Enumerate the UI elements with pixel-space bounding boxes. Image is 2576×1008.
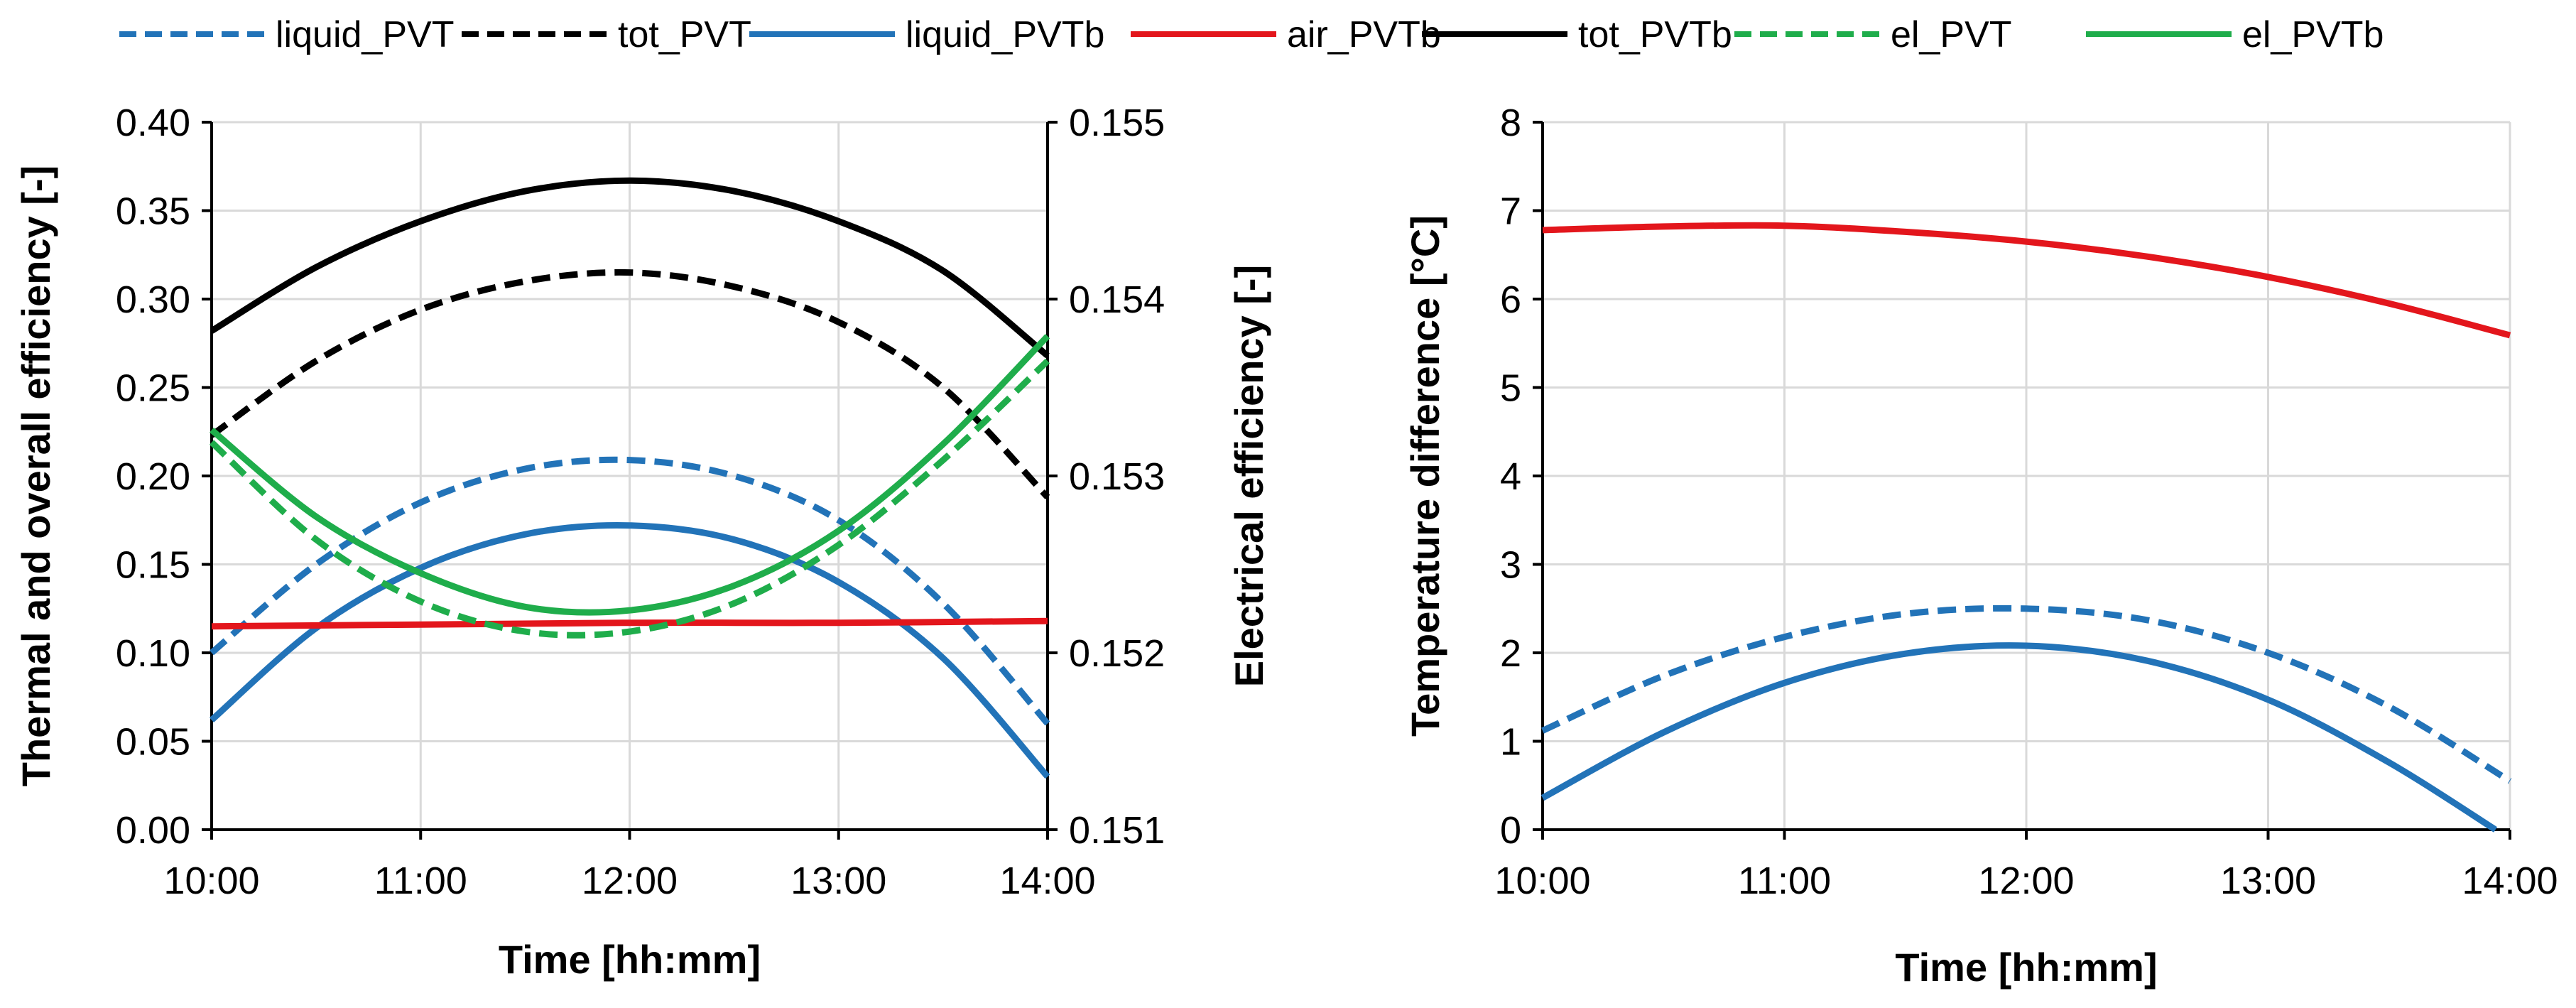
- x-tick-label: 10:00: [163, 860, 259, 902]
- y-tick-label: 4: [1500, 455, 1521, 498]
- x-axis-title: Time [hh:mm]: [499, 937, 761, 982]
- y-axis-title-right: Electrical efficiency [-]: [1227, 265, 1271, 687]
- legend: liquid_PVT tot_PVT liquid_PVTb air_PVTb tot_…: [119, 14, 2384, 55]
- legend-label-el-pvtb: el_PVTb: [2242, 14, 2384, 55]
- x-tick-label: 13:00: [790, 860, 886, 902]
- x-tick-label: 13:00: [2220, 860, 2316, 902]
- y-tick-label: 8: [1500, 102, 1521, 144]
- legend-label-el-pvt: el_PVT: [1891, 14, 2012, 55]
- series-line-tot-pvtb: [210, 177, 1050, 359]
- y-tick-label: 0.00: [116, 809, 190, 852]
- y-tick-label-right: 0.155: [1069, 102, 1165, 144]
- series-line-el-pvt: [209, 358, 1050, 639]
- series-line-liquid-pvtb: [210, 521, 1050, 779]
- y-tick-label: 3: [1500, 544, 1521, 587]
- series-line-liquid-pvtb: [1540, 642, 2498, 833]
- y-tick-label-right: 0.154: [1069, 278, 1165, 321]
- y-tick-label: 2: [1500, 632, 1521, 675]
- x-tick-label: 12:00: [1978, 860, 2074, 902]
- x-axis-title: Time [hh:mm]: [1895, 945, 2157, 990]
- legend-label-liquid-pvtb: liquid_PVTb: [906, 14, 1104, 55]
- x-tick-label: 11:00: [374, 860, 467, 902]
- legend-label-tot-pvtb: tot_PVTb: [1578, 14, 1732, 55]
- y-tick-label: 0.20: [116, 455, 190, 498]
- y-tick-label: 0.15: [116, 544, 190, 587]
- y-tick-label: 0.40: [116, 102, 190, 144]
- efficiency-chart: 0.00 0.05 0.10 0.15 0.20 0.25 0.30 0.35 0.40 10:0…: [13, 102, 1271, 982]
- series-line-liquid-pvt: [1541, 605, 2512, 784]
- x-tick-label: 14:00: [2462, 860, 2558, 902]
- y-tick-label: 0.05: [116, 721, 190, 764]
- x-tick-label: 14:00: [999, 860, 1095, 902]
- temperature-difference-chart: 0 1 2 3 4 5 6 7 8 10:00 11:00 12:00 13:00 14:00 Temper…: [1403, 102, 2558, 990]
- y-tick-label: 7: [1500, 190, 1521, 233]
- y-tick-label-right: 0.151: [1069, 809, 1165, 852]
- y-tick-label: 5: [1500, 367, 1521, 410]
- y-axis-title: Temperature difference [°C]: [1403, 215, 1447, 737]
- y-tick-label: 0: [1500, 809, 1521, 852]
- x-tick-label: 10:00: [1494, 860, 1590, 902]
- series-line-air-pvtb: [1542, 222, 2511, 339]
- legend-label-liquid-pvt: liquid_PVT: [276, 14, 454, 55]
- y-tick-label-right: 0.153: [1069, 455, 1165, 498]
- x-tick-label: 12:00: [582, 860, 678, 902]
- y-tick-label: 0.35: [116, 190, 190, 233]
- x-tick-label: 11:00: [1738, 860, 1831, 902]
- y-tick-label: 0.30: [116, 278, 190, 321]
- y-tick-label: 6: [1500, 278, 1521, 321]
- y-tick-label-right: 0.152: [1069, 632, 1165, 675]
- y-tick-label: 0.10: [116, 632, 190, 675]
- legend-label-tot-pvt: tot_PVT: [618, 14, 751, 55]
- y-axis-title: Thermal and overall efficiency [-]: [13, 166, 58, 786]
- series-line-air-pvtb: [211, 617, 1048, 630]
- series-line-el-pvtb: [210, 334, 1050, 616]
- y-tick-label: 1: [1500, 721, 1521, 764]
- y-tick-label: 0.25: [116, 367, 190, 410]
- legend-label-air-pvtb: air_PVTb: [1287, 14, 1441, 55]
- series-line-tot-pvt: [210, 269, 1050, 500]
- series-line-liquid-pvt: [210, 456, 1050, 726]
